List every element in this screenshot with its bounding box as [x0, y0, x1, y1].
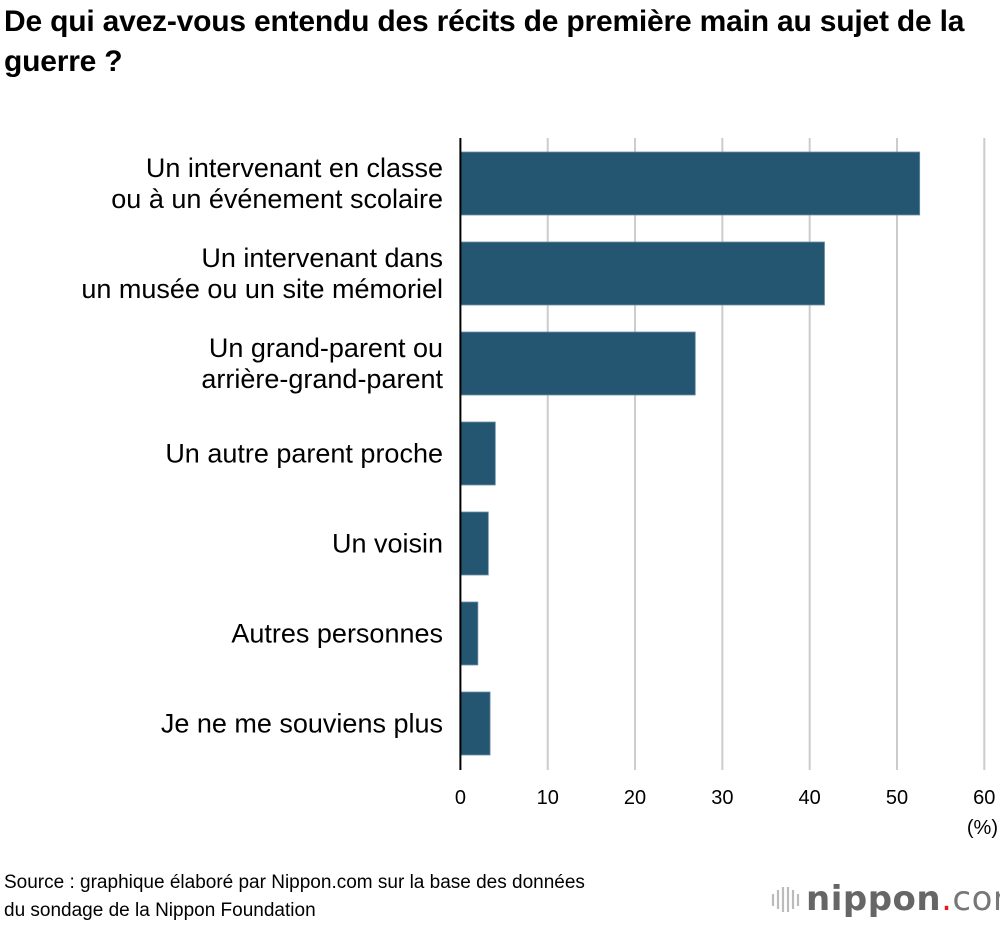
x-tick-label: 60	[973, 787, 995, 809]
bar	[459, 151, 921, 216]
category-label: Autres personnes	[231, 619, 443, 649]
bar	[459, 601, 479, 666]
source-line-1: Source : graphique élaboré par Nippon.co…	[4, 872, 585, 893]
category-label: Un intervenant dans	[201, 243, 443, 273]
nippon-com-logo: nippon.com	[770, 882, 1000, 916]
logo-bars-icon	[771, 887, 800, 912]
bar	[459, 241, 825, 306]
bar	[459, 511, 489, 576]
category-label: arrière-grand-parent	[201, 364, 443, 394]
category-label: Un voisin	[332, 529, 443, 559]
x-tick-label: 40	[799, 787, 821, 809]
category-label: Un autre parent proche	[165, 439, 443, 469]
source-note: Source : graphique élaboré par Nippon.co…	[4, 869, 585, 925]
x-tick-label: 30	[711, 787, 733, 809]
category-label: Un grand-parent ou	[209, 333, 443, 363]
x-tick-label: 50	[886, 787, 908, 809]
x-tick-label: 20	[624, 787, 646, 809]
category-label: Je ne me souviens plus	[161, 709, 443, 739]
bar	[459, 691, 491, 756]
x-tick-label: 10	[537, 787, 559, 809]
chart-title: De qui avez-vous entendu des récits de p…	[4, 5, 965, 78]
logo-name: nippon	[806, 879, 942, 919]
logo-suffix: com	[952, 879, 1000, 919]
x-unit-label: (%)	[967, 817, 998, 839]
bar	[459, 331, 696, 396]
logo-dot: .	[941, 879, 953, 919]
x-tick-label: 0	[455, 787, 466, 809]
bar	[459, 421, 496, 486]
category-label: un musée ou un site mémoriel	[81, 274, 443, 304]
source-line-2: du sondage de la Nippon Foundation	[4, 900, 316, 921]
category-label: ou à un événement scolaire	[111, 184, 443, 214]
category-label: Un intervenant en classe	[146, 153, 443, 183]
